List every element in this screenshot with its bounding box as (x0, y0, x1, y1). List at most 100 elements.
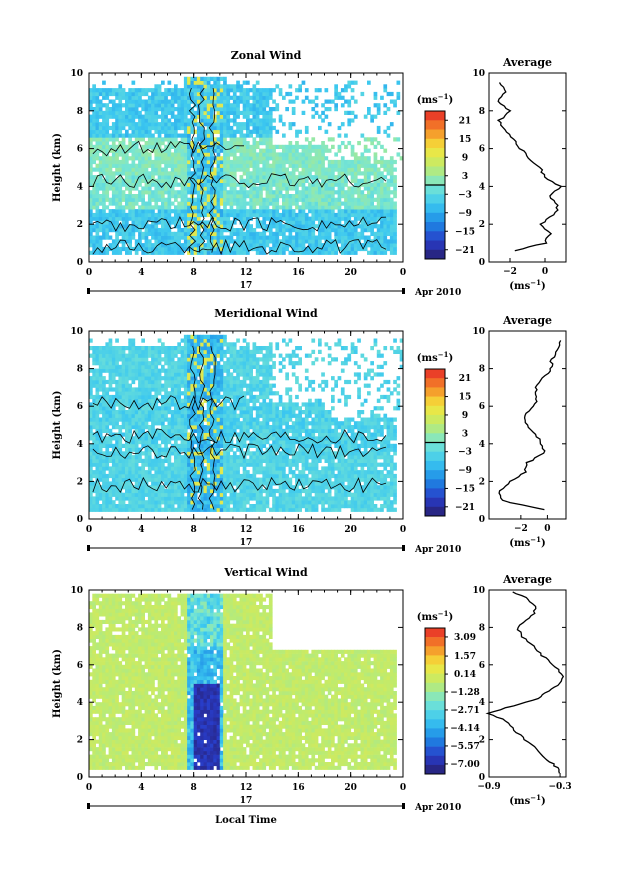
heatmap-cell (200, 406, 204, 411)
heatmap-cell (386, 243, 391, 248)
heatmap-cell (383, 209, 388, 214)
heatmap-cell (360, 156, 365, 161)
heatmap-cell (154, 88, 159, 93)
heatmap-cell (174, 99, 178, 104)
heatmap-cell (154, 372, 159, 377)
heatmap-cell (219, 182, 224, 187)
heatmap-cell (98, 114, 103, 119)
heatmap-cell (187, 224, 191, 229)
heatmap-cell (232, 137, 237, 142)
heatmap-cell (102, 492, 106, 497)
heatmap-cell (89, 504, 93, 509)
heatmap-cell (216, 141, 221, 146)
heatmap-cell (203, 156, 208, 161)
heatmap-cell (311, 178, 316, 183)
heatmap-cell (357, 197, 361, 202)
heatmap-cell (196, 338, 201, 343)
heatmap-cell (206, 182, 211, 187)
heatmap-cell (102, 205, 106, 210)
heatmap-cell (226, 99, 231, 104)
heatmap-cell (288, 122, 293, 127)
heatmap-cell (118, 167, 123, 172)
heatmap-cell (128, 492, 132, 497)
heatmap-cell (370, 171, 374, 176)
heatmap-cell (147, 455, 152, 460)
heatmap-cell (144, 163, 149, 168)
heatmap-cell (236, 88, 240, 93)
heatmap-cell (340, 209, 345, 214)
heatmap-cell (128, 118, 132, 123)
heatmap-cell (108, 171, 113, 176)
heatmap-cell (151, 175, 155, 180)
heatmap-cell (311, 137, 316, 142)
heatmap-cell (115, 507, 119, 512)
heatmap-cell (213, 114, 217, 119)
heatmap-cell (229, 182, 234, 187)
heatmap-cell (268, 129, 273, 134)
heatmap-cell (311, 159, 316, 165)
heatmap-cell (183, 209, 188, 214)
heatmap-cell (193, 485, 198, 490)
heatmap-cell (98, 216, 103, 221)
heatmap-cell (285, 246, 289, 252)
heatmap-cell (167, 425, 172, 430)
heatmap-cell (196, 99, 201, 104)
heatmap-cell (95, 95, 100, 100)
heatmap-cell (347, 209, 352, 214)
heatmap-cell (154, 250, 159, 255)
heatmap-cell (154, 197, 159, 202)
heatmap-cell (151, 133, 155, 138)
heatmap-cell (92, 500, 96, 505)
heatmap-cell (134, 406, 139, 411)
heatmap-cell (380, 182, 384, 187)
heatmap-cell (380, 159, 384, 165)
heatmap-cell (151, 141, 155, 146)
heatmap-cell (288, 216, 293, 221)
heatmap-cell (386, 216, 391, 221)
heatmap-cell (144, 379, 149, 385)
heatmap-cell (193, 95, 198, 100)
heatmap-cell (206, 190, 211, 195)
heatmap-cell (105, 231, 110, 236)
heatmap-cell (102, 451, 106, 456)
heatmap-cell (278, 152, 283, 157)
heatmap-cell (174, 114, 178, 119)
heatmap-cell (236, 182, 240, 187)
heatmap-cell (246, 243, 250, 248)
heatmap-cell (193, 455, 198, 460)
heatmap-cell (115, 118, 119, 123)
heatmap-cell (118, 402, 123, 407)
heatmap-cell (255, 114, 260, 119)
heatmap-cell (265, 216, 270, 221)
heatmap-cell (301, 190, 306, 195)
heatmap-cell (272, 205, 276, 210)
heatmap-cell (255, 231, 260, 236)
heatmap-cell (196, 458, 201, 463)
heatmap-cell (226, 182, 231, 187)
heatmap-cell (144, 141, 149, 146)
heatmap-cell (144, 417, 149, 422)
heatmap-cell (138, 428, 142, 433)
heatmap-cell (393, 235, 397, 240)
heatmap-cell (334, 212, 338, 218)
heatmap-cell (193, 220, 198, 225)
heatmap-cell (128, 228, 132, 233)
heatmap-cell (125, 398, 129, 403)
heatmap-cell (229, 175, 234, 180)
heatmap-cell (164, 402, 168, 407)
heatmap-cell (213, 212, 217, 218)
heatmap-cell (206, 205, 211, 210)
heatmap-cell (301, 80, 306, 85)
heatmap-cell (174, 473, 178, 479)
heatmap-cell (102, 488, 106, 494)
heatmap-cell (134, 428, 139, 433)
heatmap-cell (128, 410, 132, 415)
heatmap-cell (128, 194, 132, 199)
heatmap-cell (226, 167, 231, 172)
heatmap-cell (105, 194, 110, 199)
heatmap-cell (180, 428, 185, 433)
heatmap-cell (318, 88, 322, 93)
heatmap-cell (367, 197, 371, 202)
heatmap-cell (183, 402, 188, 407)
heatmap-cell (196, 504, 201, 509)
